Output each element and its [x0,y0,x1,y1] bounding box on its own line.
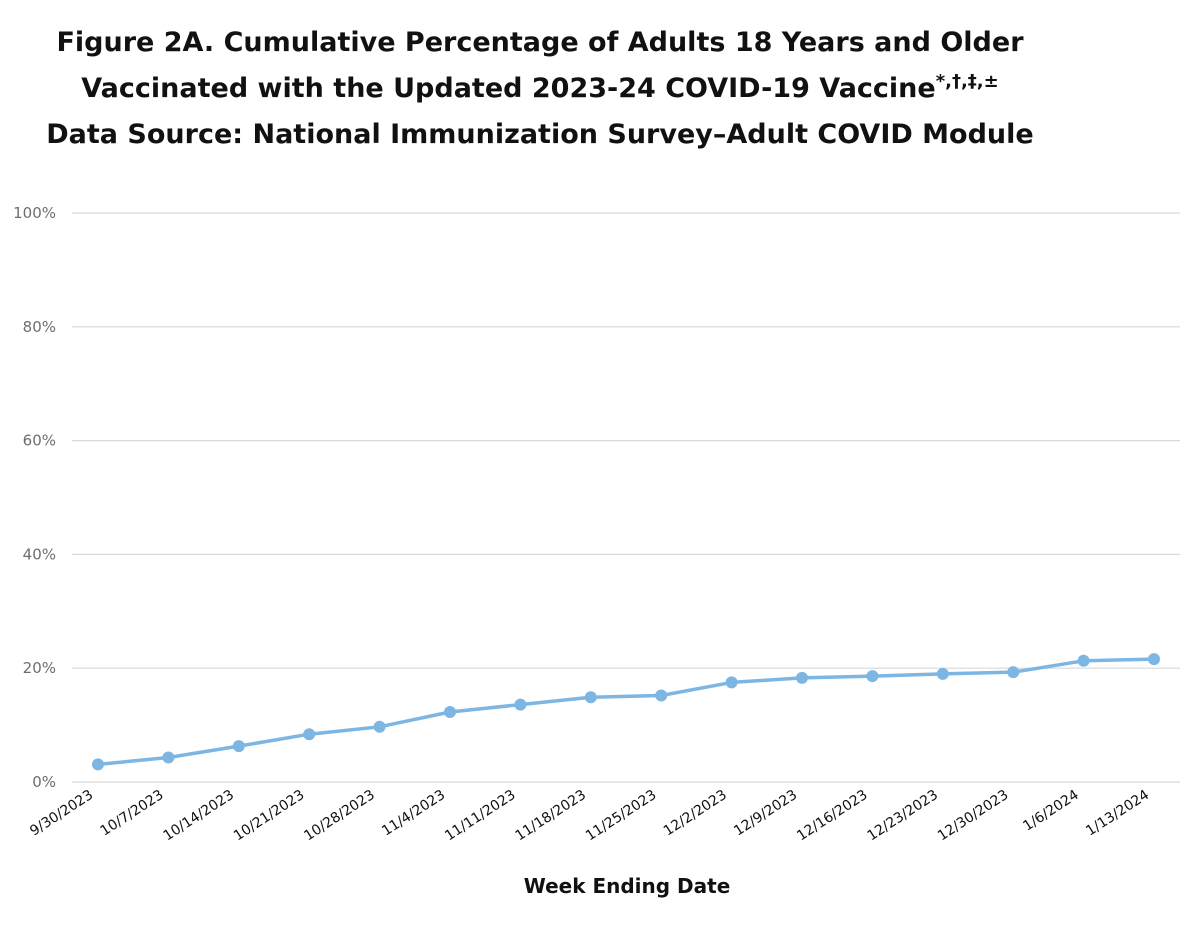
x-tick-label: 11/18/2023 [513,787,589,844]
x-tick-label: 9/30/2023 [27,787,96,840]
data-point [444,706,456,719]
gridlines [72,212,1180,783]
x-tick-label: 12/23/2023 [865,787,941,844]
title-line-2-text: Vaccinated with the Updated 2023-24 COVI… [81,73,936,104]
x-tick-label: 11/25/2023 [583,787,659,844]
data-point [1148,653,1160,666]
y-tick-label: 100% [13,204,56,222]
data-point [303,728,316,741]
title-line-1: Figure 2A. Cumulative Percentage of Adul… [56,27,1024,58]
x-tick-label: 10/7/2023 [98,787,167,840]
title-footnote-marks: *,†,‡,± [935,71,999,92]
x-axis-label: Week Ending Date [524,874,731,898]
y-tick-label: 80% [23,318,56,336]
chart-title: Figure 2A. Cumulative Percentage of Adul… [0,20,1080,158]
x-tick-label: 1/13/2024 [1083,787,1152,840]
data-point [584,691,597,704]
y-tick-label: 40% [23,545,56,563]
x-tick-label: 10/28/2023 [301,787,377,844]
data-point [92,758,104,771]
series-layer [92,653,1160,771]
data-point [866,670,879,683]
x-tick-label: 12/2/2023 [661,787,730,840]
x-tick-label: 12/9/2023 [731,787,800,840]
x-tick-label: 12/16/2023 [794,787,870,844]
y-tick-label: 60% [23,432,56,450]
data-point [725,676,738,689]
y-tick-label: 20% [23,659,56,677]
y-axis-tick-labels: 0% 20% 40% 60% 80% 100% [13,204,56,791]
x-tick-label: 10/21/2023 [231,787,307,844]
x-tick-label: 11/11/2023 [442,787,518,844]
data-point [796,671,808,684]
title-line-2: Vaccinated with the Updated 2023-24 COVI… [0,66,1080,112]
chart-subtitle: Data Source: National Immunization Surve… [46,119,1034,150]
data-point [162,751,175,764]
x-tick-label: 11/4/2023 [379,787,448,840]
data-point [1007,666,1020,679]
series-line [96,657,1156,767]
data-point [514,698,527,711]
x-axis-tick-labels: 9/30/2023 10/7/202310/14/202310/21/202310… [27,787,1152,844]
data-point [232,740,245,753]
x-tick-label: 1/6/2024 [1020,787,1082,835]
data-point [373,720,386,733]
data-point [936,667,949,680]
x-tick-label: 10/14/2023 [161,787,237,844]
data-point [1077,654,1090,667]
x-tick-label: 12/30/2023 [935,787,1011,844]
y-tick-label: 0% [32,773,56,791]
data-point [655,689,668,702]
